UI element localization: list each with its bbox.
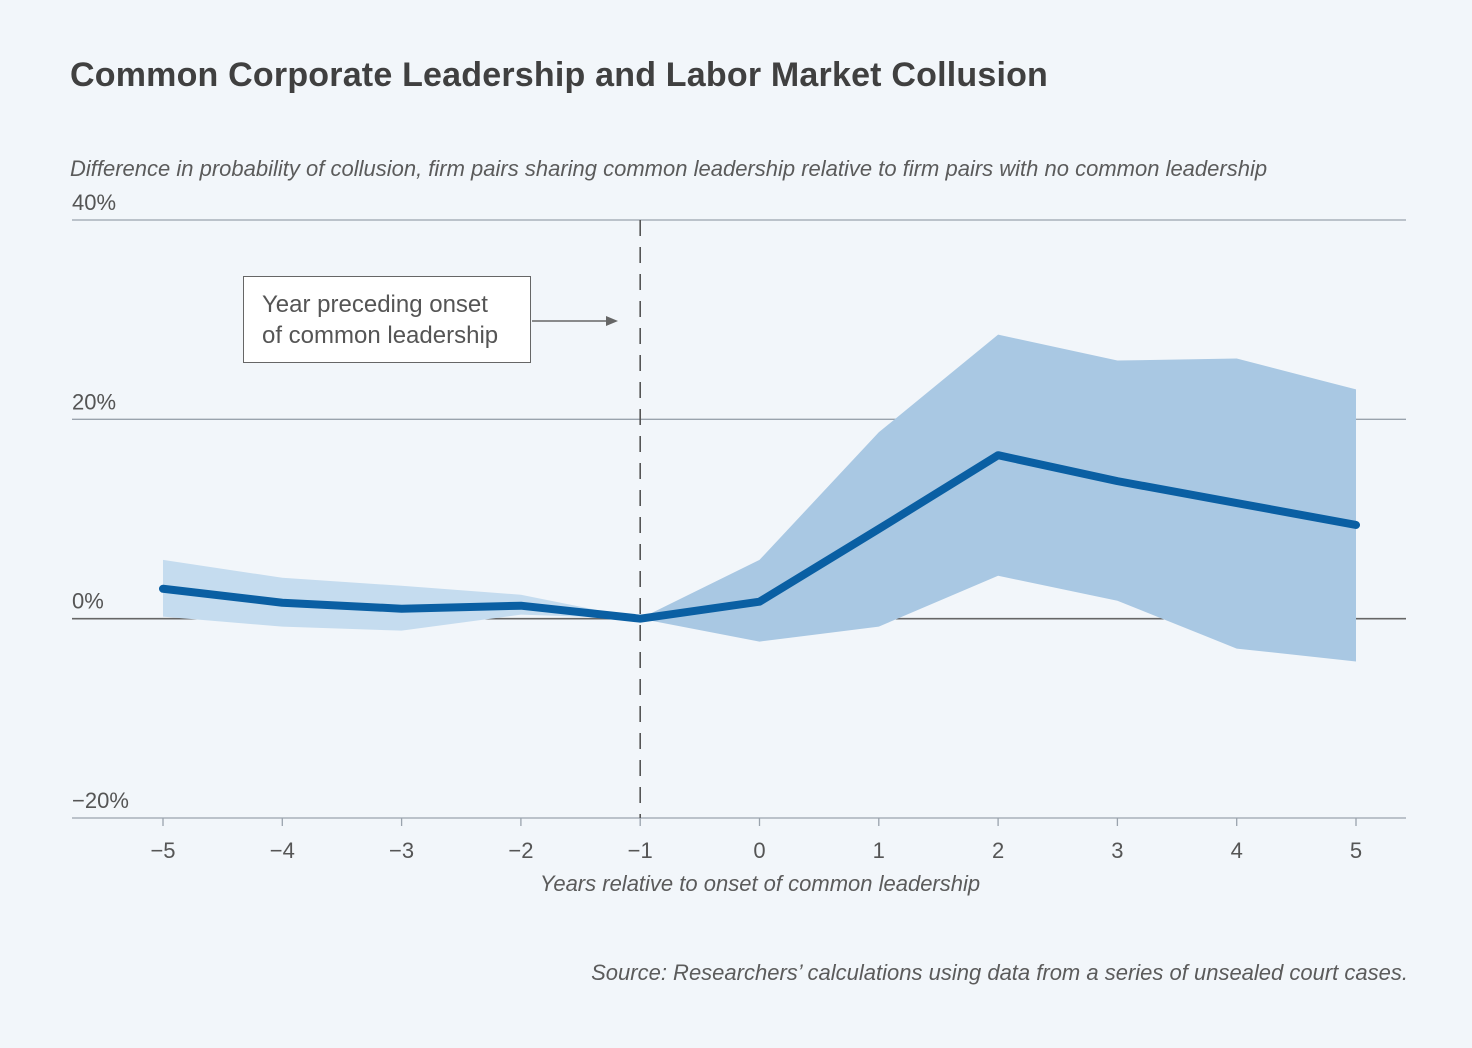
annotation-arrow: [532, 316, 618, 326]
annotation-line-2: of common leadership: [262, 322, 499, 349]
y-tick-label: 0%: [72, 589, 104, 614]
x-tick-label: −3: [389, 838, 414, 863]
chart-subtitle: Difference in probability of collusion, …: [70, 156, 1268, 181]
source-note: Source: Researchers’ calculations using …: [591, 960, 1408, 985]
confidence-band-pre: [163, 559, 641, 631]
x-tick-label: 1: [873, 838, 885, 863]
x-tick-label: 4: [1231, 838, 1243, 863]
x-tick-label: 3: [1111, 838, 1123, 863]
y-tick-labels: 40% 20% 0% −20%: [72, 190, 129, 813]
y-tick-label: −20%: [72, 788, 129, 813]
confidence-band: [163, 334, 1356, 662]
x-tick-label: −1: [628, 838, 653, 863]
x-tick-label: 0: [753, 838, 765, 863]
x-axis-label: Years relative to onset of common leader…: [540, 871, 980, 896]
y-tick-label: 20%: [72, 389, 116, 414]
x-tick-label: 2: [992, 838, 1004, 863]
confidence-band-post: [640, 334, 1356, 662]
annotation-box: Year preceding onset of common leadershi…: [243, 276, 531, 363]
x-tick-labels: −5 −4 −3 −2 −1 0 1 2 3 4 5: [150, 818, 1362, 863]
annotation-line-1: Year preceding onset: [262, 291, 488, 318]
y-tick-label: 40%: [72, 190, 116, 215]
chart-title: Common Corporate Leadership and Labor Ma…: [70, 56, 1049, 94]
series-polyline: [159, 451, 1360, 623]
x-tick-label: −5: [150, 838, 175, 863]
x-tick-label: 5: [1350, 838, 1362, 863]
x-tick-label: −4: [270, 838, 295, 863]
series-line: [159, 451, 1360, 623]
x-tick-label: −2: [508, 838, 533, 863]
